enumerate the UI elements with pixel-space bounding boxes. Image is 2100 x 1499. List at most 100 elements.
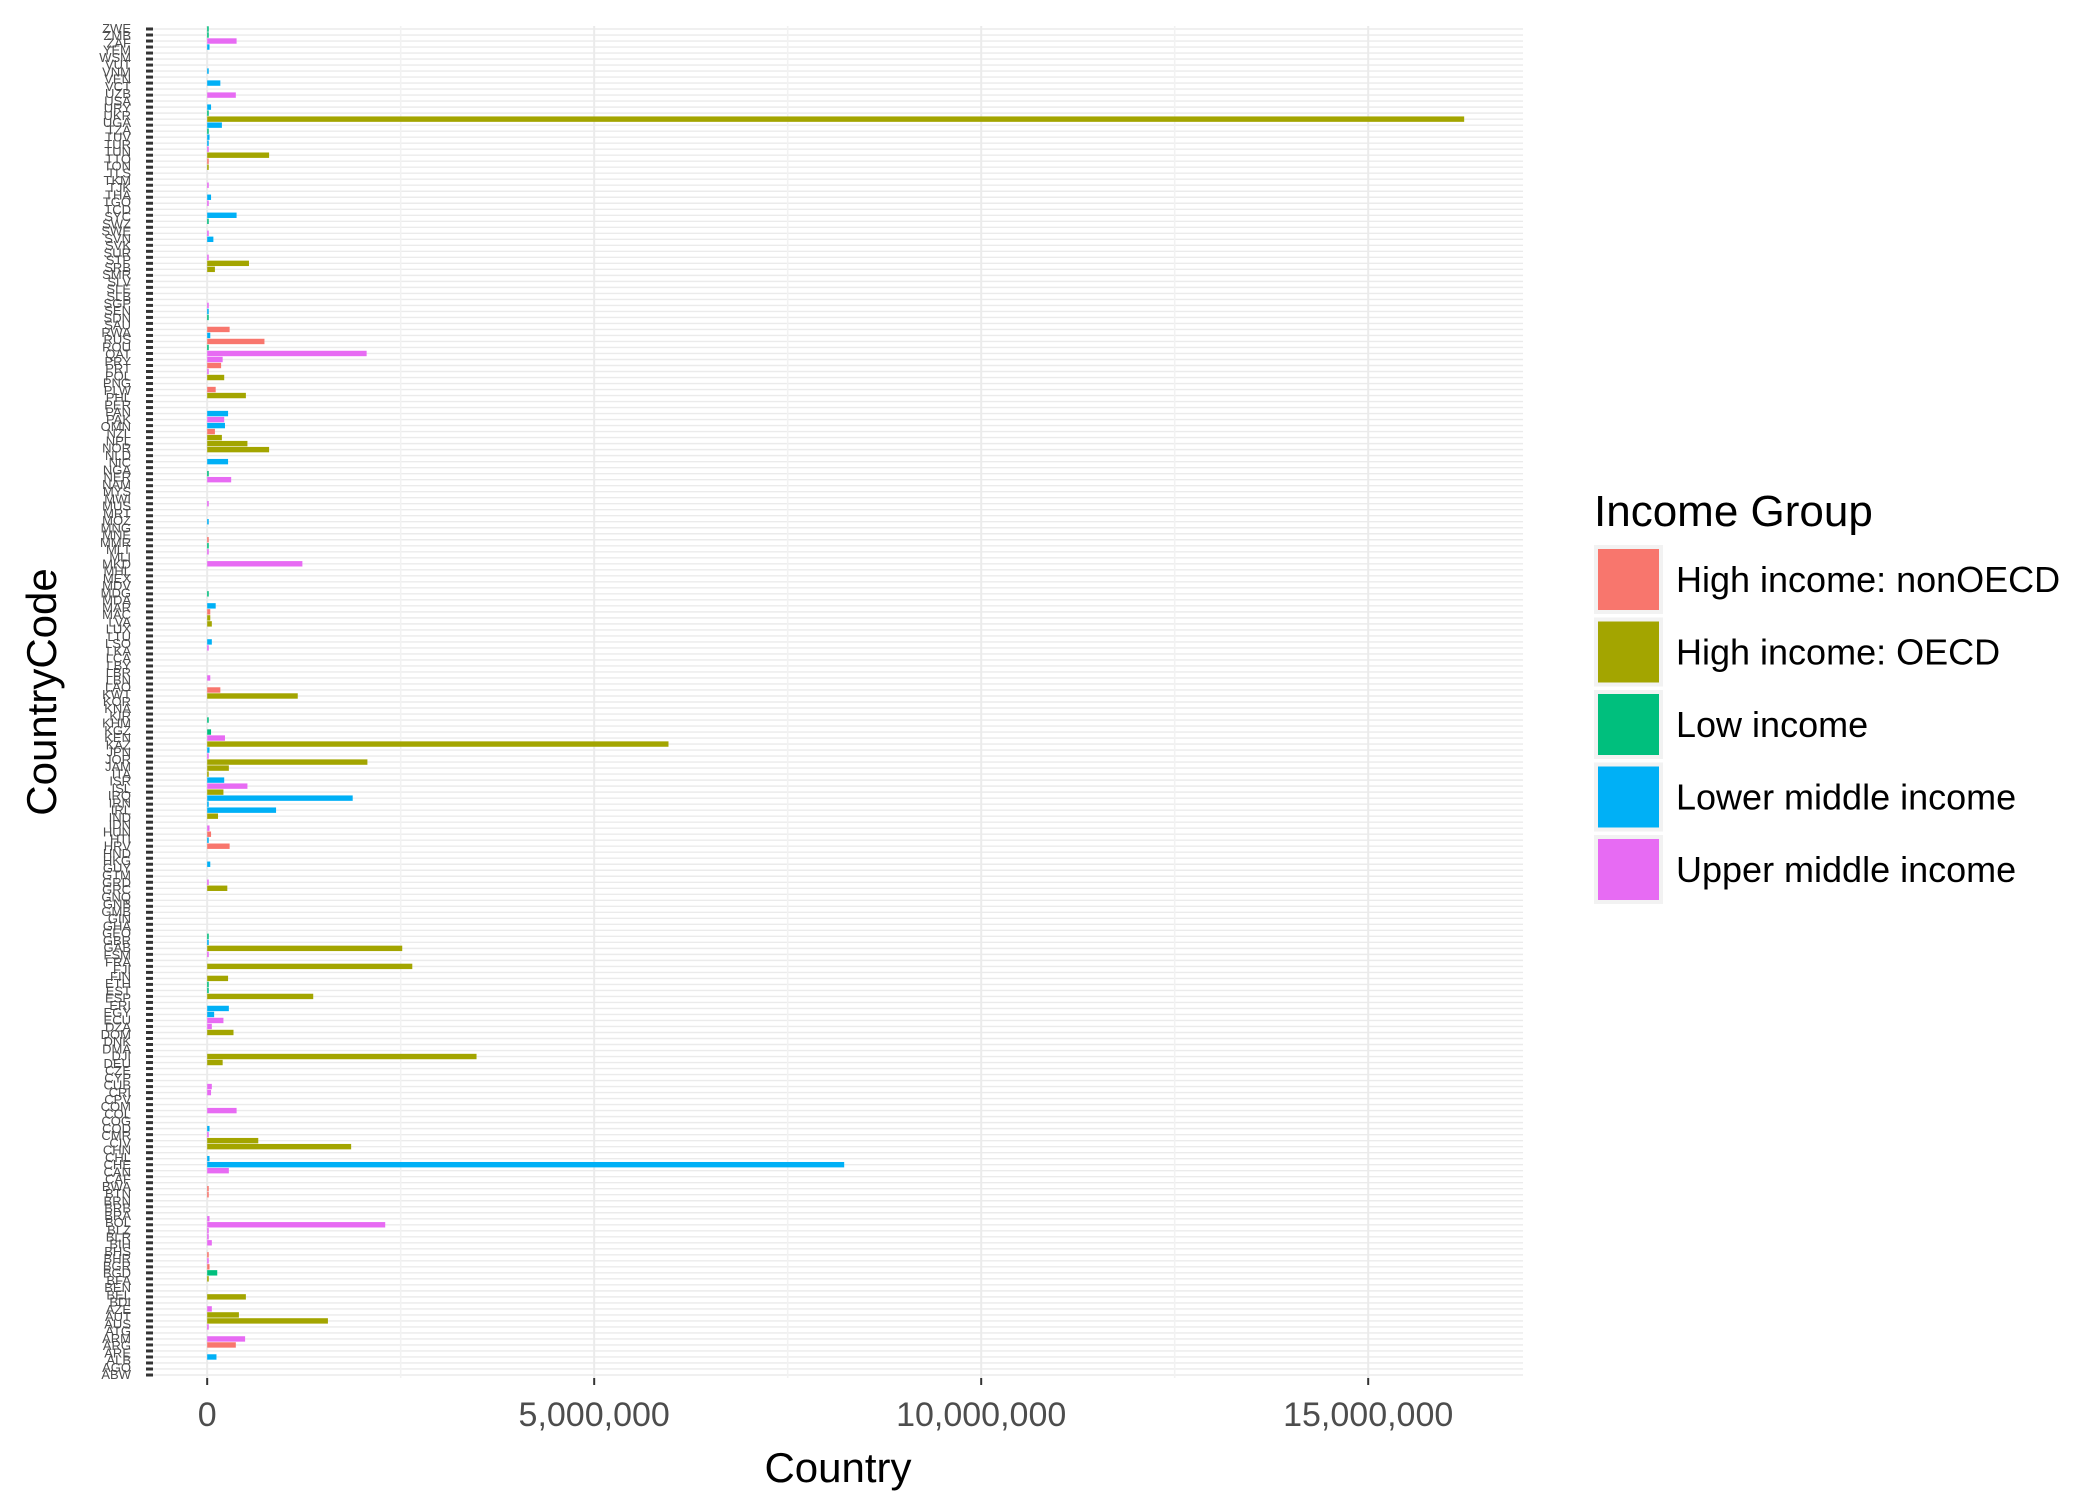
y-tick-label: URY <box>104 101 132 116</box>
bar <box>207 1029 234 1036</box>
bar <box>207 194 212 200</box>
legend-label: High income: nonOECD <box>1676 559 2060 600</box>
y-tick-label: DZA <box>105 1020 131 1035</box>
bar <box>207 885 228 891</box>
y-tick-label: MDV <box>102 578 131 593</box>
y-tick-label: PNG <box>103 376 131 391</box>
bar <box>207 104 212 110</box>
y-tick-label: BDI <box>109 1295 131 1310</box>
y-tick-label: SLV <box>107 274 131 289</box>
bar <box>207 1107 237 1114</box>
bar <box>207 1258 209 1264</box>
bar <box>207 783 248 789</box>
y-tick-label: CHE <box>104 1157 132 1172</box>
bar <box>207 1306 212 1312</box>
major-gridlines <box>206 26 1370 1378</box>
x-tick-label: 15,000,000 <box>1283 1396 1453 1434</box>
y-tick-label: JPN <box>106 745 131 760</box>
y-tick-label: CYP <box>104 1070 131 1085</box>
y-tick-label: CUB <box>104 1078 131 1093</box>
bar <box>207 1023 212 1030</box>
bar <box>207 591 209 597</box>
bar <box>207 350 367 357</box>
bar <box>207 1137 259 1144</box>
y-tick-label: NGA <box>103 462 132 477</box>
y-tick-label: SVK <box>105 238 131 253</box>
bar <box>207 753 209 759</box>
y-tick-label: BEN <box>104 1280 131 1295</box>
y-tick-label: PRT <box>105 361 131 376</box>
bar <box>207 729 212 735</box>
y-tick-label: DNK <box>104 1034 132 1049</box>
bar <box>207 32 209 38</box>
x-axis-ticks: 0 5,000,000 10,000,000 15,000,000 <box>198 1378 1453 1434</box>
bar <box>207 1342 236 1348</box>
bar <box>207 1240 212 1246</box>
y-tick-label: ARG <box>103 1338 131 1353</box>
bar <box>207 152 270 158</box>
y-tick-label: SMR <box>102 267 131 282</box>
y-tick-label: PER <box>104 397 131 412</box>
x-tick-label: 5,000,000 <box>519 1396 670 1434</box>
bar <box>207 332 211 339</box>
bar <box>207 1167 229 1174</box>
bar <box>207 1053 477 1060</box>
bar <box>207 68 209 74</box>
y-tick-label: MDG <box>101 585 131 600</box>
y-tick-label: AUT <box>105 1309 131 1324</box>
bar <box>207 44 210 50</box>
y-tick-label: DEU <box>104 1056 131 1071</box>
minor-gridlines <box>153 28 1523 1376</box>
bar <box>207 1252 209 1258</box>
y-tick-label: ROU <box>102 339 131 354</box>
bar <box>207 116 1465 122</box>
y-tick-label: MHL <box>104 564 131 579</box>
bar <box>207 158 209 164</box>
y-tick-label: KWT <box>102 687 131 702</box>
bar <box>207 1192 209 1198</box>
y-tick-label: RUS <box>104 332 132 347</box>
y-tick-label: CAF <box>105 1172 131 1187</box>
y-tick-label: EST <box>106 983 131 998</box>
y-tick-label: KAZ <box>106 737 131 752</box>
bar <box>207 765 229 771</box>
y-tick-label: AUS <box>104 1316 131 1331</box>
y-tick-label: BHR <box>104 1251 131 1266</box>
y-tick-label: MDA <box>102 593 131 608</box>
y-tick-label: MOZ <box>102 513 131 528</box>
bar <box>207 801 209 807</box>
bar <box>207 735 225 741</box>
y-tick-label: KHM <box>102 716 131 731</box>
bar <box>207 951 209 958</box>
y-tick-label: ZMB <box>104 28 131 43</box>
bar <box>207 1011 215 1018</box>
bar <box>207 212 237 218</box>
bar <box>207 1155 210 1162</box>
y-tick-label: FJI <box>113 962 131 977</box>
bar <box>207 639 212 645</box>
bar <box>207 675 211 681</box>
y-tick-label: TUR <box>104 137 131 152</box>
y-tick-label: IRL <box>111 803 131 818</box>
legend-swatch <box>1598 694 1659 755</box>
bar <box>207 807 277 813</box>
y-tick-label: TGO <box>103 195 131 210</box>
y-tick-label: GBR <box>103 933 131 948</box>
bar <box>207 939 209 946</box>
y-tick-label: ISR <box>109 774 131 789</box>
bar <box>207 549 209 555</box>
bar <box>207 338 265 345</box>
y-tick-label: CMR <box>101 1128 131 1143</box>
y-tick-label: AGO <box>102 1360 131 1375</box>
y-tick-label: PAK <box>106 412 131 427</box>
bar <box>207 458 229 465</box>
bar <box>207 374 225 381</box>
bar <box>207 1216 210 1222</box>
bar <box>207 609 211 615</box>
y-tick-label: KEN <box>104 730 131 745</box>
y-tick-label: NER <box>104 470 131 485</box>
y-tick-label: TUN <box>104 144 131 159</box>
bar <box>207 146 209 152</box>
y-tick-label: SUR <box>104 245 131 260</box>
